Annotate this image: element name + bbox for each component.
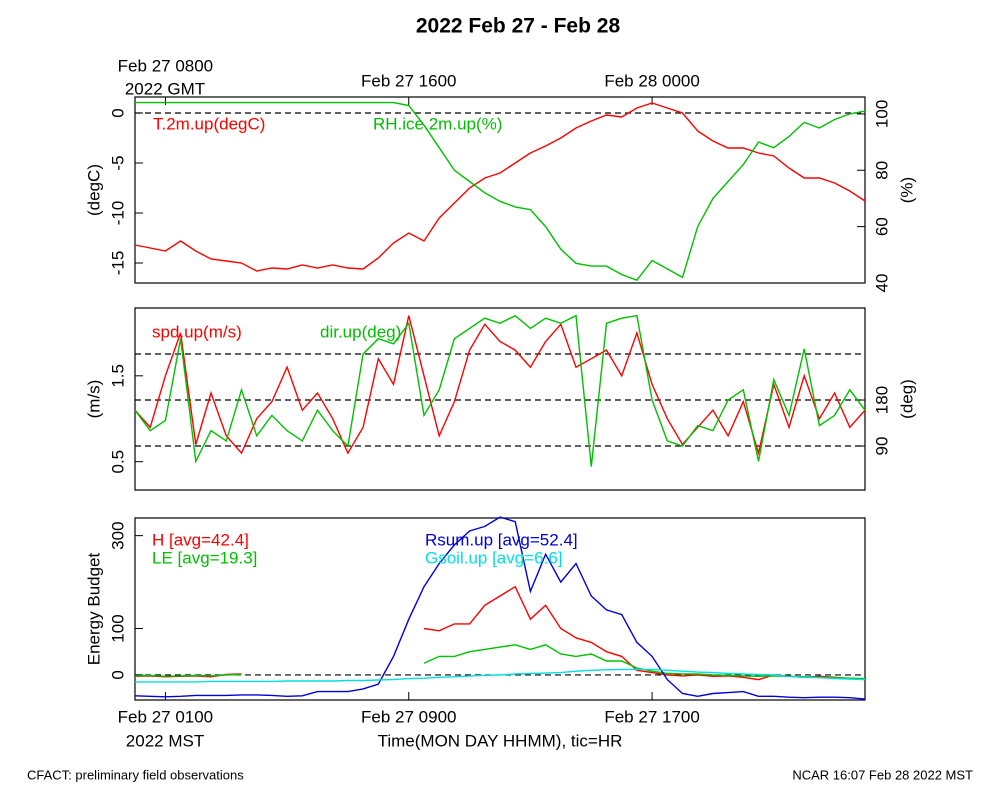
- plot-frame: [134, 517, 866, 701]
- y-axis-label: Energy Budget: [84, 552, 103, 665]
- series-label: RH.ice.2m.up(%): [373, 114, 502, 133]
- x-tick-label: Feb 27 0900: [361, 707, 456, 726]
- y-axis-label: (degC): [84, 164, 103, 216]
- series-line: [134, 585, 866, 681]
- series-line: [134, 516, 866, 700]
- plot-frame: [134, 96, 866, 284]
- y-axis-label: (m/s): [84, 380, 103, 419]
- series-line: [134, 644, 866, 680]
- y-tick-label: 0: [108, 670, 127, 679]
- series-line: [135, 101, 866, 282]
- y2-tick-label: 40: [872, 274, 891, 293]
- series-label: Rsum.up [avg=52.4]: [425, 530, 578, 549]
- x2-tick-label: Feb 27 0800: [118, 56, 213, 75]
- y2-axis-label: (deg): [897, 379, 916, 419]
- x-year-label: 2022 MST: [126, 731, 204, 750]
- series-label: H [avg=42.4]: [152, 530, 249, 549]
- y2-tick-label: 60: [872, 217, 891, 236]
- x2-tick-label: Feb 28 0000: [604, 71, 699, 90]
- series-line: [134, 314, 866, 467]
- x-tick-label: Feb 27 1700: [604, 707, 699, 726]
- series-label: Gsoil.up [avg=6.6]: [425, 548, 563, 567]
- y-tick-label: -15: [108, 251, 127, 276]
- y-tick-label: 0.5: [108, 450, 127, 474]
- y2-tick-label: 180: [872, 386, 891, 414]
- plot-frame: [134, 307, 866, 491]
- x-tick-label: Feb 27 0100: [118, 707, 213, 726]
- series-label: spd.up(m/s): [152, 322, 242, 341]
- footer-right: NCAR 16:07 Feb 28 2022 MST: [792, 767, 973, 782]
- y2-tick-label: 80: [872, 161, 891, 180]
- series-line: [134, 315, 866, 456]
- y2-tick-label: 100: [872, 100, 891, 128]
- chart-title: 2022 Feb 27 - Feb 28: [416, 15, 621, 38]
- y-tick-label: 100: [108, 614, 127, 642]
- y-tick-label: 0: [108, 108, 127, 117]
- footer-left: CFACT: preliminary field observations: [27, 767, 244, 782]
- y-tick-label: -5: [108, 155, 127, 170]
- series-label: T.2m.up(degC): [153, 114, 265, 133]
- y2-tick-label: 90: [872, 437, 891, 456]
- y-tick-label: 300: [108, 521, 127, 549]
- x-axis-label: Time(MON DAY HHMM), tic=HR: [378, 731, 623, 750]
- series-line: [135, 668, 866, 683]
- series-label: dir.up(deg): [320, 322, 401, 341]
- y-tick-label: 1.5: [108, 364, 127, 388]
- x2-tick-label: Feb 27 1600: [361, 71, 456, 90]
- y-tick-label: -10: [108, 201, 127, 226]
- series-line: [134, 102, 866, 272]
- y2-axis-label: (%): [897, 177, 916, 203]
- series-label: LE [avg=19.3]: [152, 548, 257, 567]
- x2-year-label: 2022 GMT: [125, 79, 205, 98]
